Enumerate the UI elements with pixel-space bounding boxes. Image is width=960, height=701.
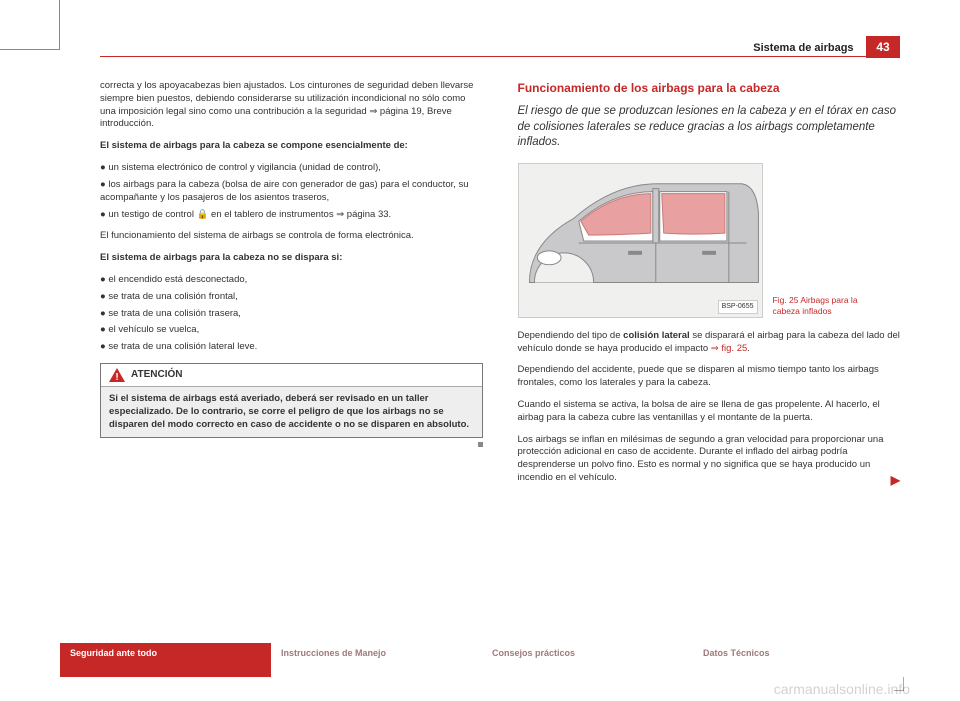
paragraph: Cuando el sistema se activa, la bolsa de… bbox=[518, 399, 901, 425]
figure-caption: Fig. 25 Airbags para la cabeza inflados bbox=[773, 295, 863, 318]
warning-header: ! ATENCIÓN bbox=[101, 364, 482, 387]
subheading-notfire: El sistema de airbags para la cabeza no … bbox=[100, 252, 483, 265]
svg-text:!: ! bbox=[115, 372, 118, 382]
list-item: el encendido está desconectado, bbox=[100, 274, 483, 287]
warning-triangle-icon: ! bbox=[109, 368, 125, 382]
section-end-icon bbox=[478, 442, 483, 447]
corner-crop-mark bbox=[0, 0, 60, 50]
car-airbag-illustration bbox=[519, 164, 762, 317]
section-title: Funcionamiento de los airbags para la ca… bbox=[518, 80, 901, 96]
tab-datos[interactable]: Datos Técnicos bbox=[693, 643, 904, 677]
paragraph: El funcionamiento del sistema de airbags… bbox=[100, 230, 483, 243]
list-item: el vehículo se vuelca, bbox=[100, 324, 483, 337]
text: . bbox=[747, 343, 750, 354]
list-item: un testigo de control 🔒 en el tablero de… bbox=[100, 209, 483, 222]
section-subtitle: El riesgo de que se produzcan lesiones e… bbox=[518, 104, 901, 151]
list-item: se trata de una colisión lateral leve. bbox=[100, 341, 483, 354]
notfire-list: el encendido está desconectado, se trata… bbox=[100, 274, 483, 354]
intro-paragraph: correcta y los apoyacabezas bien ajustad… bbox=[100, 80, 483, 131]
content-area: correcta y los apoyacabezas bien ajustad… bbox=[100, 80, 900, 631]
page-header: Sistema de airbags 43 bbox=[753, 36, 900, 58]
tab-consejos[interactable]: Consejos prácticos bbox=[482, 643, 693, 677]
section-name: Sistema de airbags bbox=[753, 42, 853, 54]
paragraph: Dependiendo del accidente, puede que se … bbox=[518, 364, 901, 390]
compose-list: un sistema electrónico de control y vigi… bbox=[100, 162, 483, 221]
continue-arrow-icon: ▶ bbox=[891, 472, 900, 488]
figure-code: BSP-0655 bbox=[718, 300, 758, 313]
fig-reference-link[interactable]: ⇒ fig. 25 bbox=[711, 343, 747, 354]
left-column: correcta y los apoyacabezas bien ajustad… bbox=[100, 80, 483, 631]
list-item: se trata de una colisión trasera, bbox=[100, 308, 483, 321]
paragraph: Los airbags se inflan en milésimas de se… bbox=[518, 434, 901, 485]
warning-body: Si el sistema de airbags está averiado, … bbox=[101, 387, 482, 437]
tab-seguridad[interactable]: Seguridad ante todo bbox=[60, 643, 271, 677]
paragraph: Dependiendo del tipo de colisión lateral… bbox=[518, 330, 901, 356]
text: Los airbags se inflan en milésimas de se… bbox=[518, 434, 884, 483]
list-item: los airbags para la cabeza (bolsa de air… bbox=[100, 179, 483, 205]
watermark: carmanualsonline.info bbox=[774, 681, 910, 697]
tab-instrucciones[interactable]: Instrucciones de Manejo bbox=[271, 643, 482, 677]
header-rule bbox=[100, 56, 900, 57]
list-item: un sistema electrónico de control y vigi… bbox=[100, 162, 483, 175]
list-item: se trata de una colisión frontal, bbox=[100, 291, 483, 304]
text: Dependiendo del tipo de bbox=[518, 330, 624, 341]
figure-row: BSP-0655 Fig. 25 Airbags para la cabeza … bbox=[518, 163, 901, 318]
page-number: 43 bbox=[866, 36, 900, 58]
bold-text: colisión lateral bbox=[623, 330, 690, 341]
right-column: Funcionamiento de los airbags para la ca… bbox=[518, 80, 901, 631]
warning-box: ! ATENCIÓN Si el sistema de airbags está… bbox=[100, 363, 483, 438]
footer-tabs: Seguridad ante todo Instrucciones de Man… bbox=[60, 643, 904, 677]
subheading-compose: El sistema de airbags para la cabeza se … bbox=[100, 140, 483, 153]
figure-25-image: BSP-0655 bbox=[518, 163, 763, 318]
warning-title: ATENCIÓN bbox=[131, 368, 182, 382]
